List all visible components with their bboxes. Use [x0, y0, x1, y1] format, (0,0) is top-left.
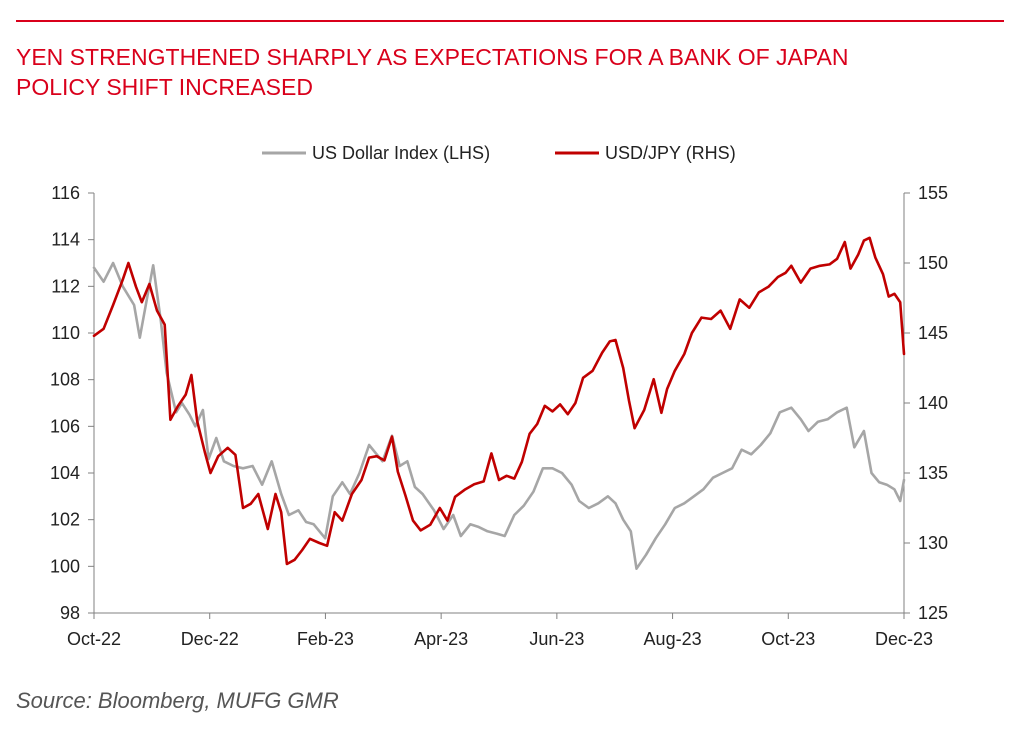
y-left-tick-label: 102 [50, 510, 80, 530]
y-left-tick-label: 112 [51, 276, 80, 296]
series-layer [92, 236, 906, 571]
x-tick-label: Aug-23 [644, 629, 702, 649]
y-right-tick-label: 140 [918, 393, 948, 413]
y-right-tick-label: 150 [918, 253, 948, 273]
y-left-tick-label: 110 [51, 323, 80, 343]
x-tick-label: Oct-22 [67, 629, 121, 649]
y-right-tick-label: 135 [918, 463, 948, 483]
chart-title-line-2: POLICY SHIFT INCREASED [16, 74, 313, 100]
y-right-tick-label: 130 [918, 533, 948, 553]
y-left-tick-label: 116 [51, 183, 80, 203]
x-tick-label: Oct-23 [761, 629, 815, 649]
x-tick-label: Dec-22 [181, 629, 239, 649]
legend: US Dollar Index (LHS) USD/JPY (RHS) [262, 143, 736, 163]
y-right-tick-label: 125 [918, 603, 948, 623]
y-left-tick-label: 106 [50, 416, 80, 436]
y-left-tick-label: 104 [50, 463, 80, 483]
legend-label: US Dollar Index (LHS) [312, 143, 490, 163]
source-note: Source: Bloomberg, MUFG GMR [16, 688, 339, 713]
y-left-tick-label: 108 [50, 370, 80, 390]
y-right-tick-label: 145 [918, 323, 948, 343]
y-left-tick-label: 114 [51, 230, 80, 250]
series-line-us-dollar-index [92, 261, 906, 571]
x-tick-label: Apr-23 [414, 629, 468, 649]
x-tick-label: Feb-23 [297, 629, 354, 649]
legend-label: USD/JPY (RHS) [605, 143, 736, 163]
top-rule [16, 20, 1004, 22]
axes: 98 100 102 104 106 108 110 112 114 116 125 130 135 14… [50, 183, 948, 649]
series-line-usdjpy [92, 236, 906, 566]
y-left-tick-label: 100 [50, 556, 80, 576]
chart-svg: US Dollar Index (LHS) USD/JPY (RHS) 98 100… [50, 143, 948, 649]
x-tick-label: Jun-23 [529, 629, 584, 649]
chart-title-line-1: YEN STRENGTHENED SHARPLY AS EXPECTATIONS… [16, 44, 849, 70]
y-left-tick-label: 98 [60, 603, 80, 623]
x-tick-label: Dec-23 [875, 629, 933, 649]
y-right-tick-label: 155 [918, 183, 948, 203]
chart-title: YEN STRENGTHENED SHARPLY AS EXPECTATIONS… [16, 42, 1006, 102]
